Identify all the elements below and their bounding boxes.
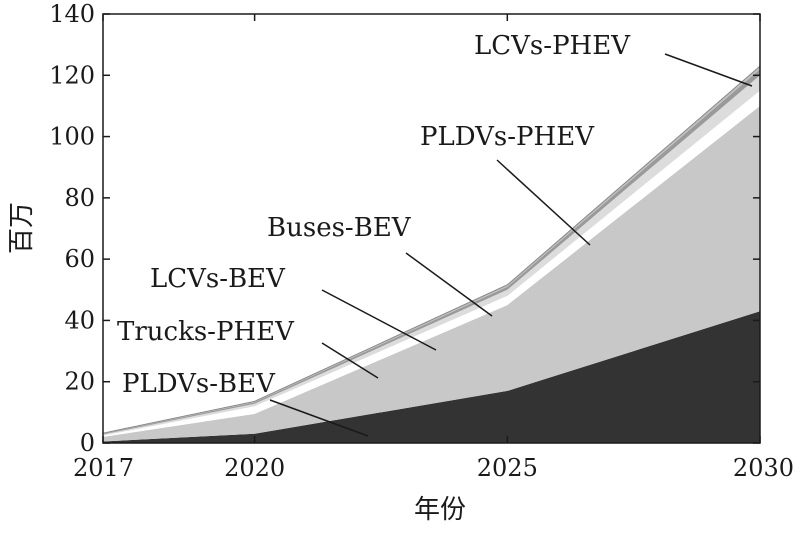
- area-trucks-phev: [103, 105, 760, 442]
- y-axis-title: 百万: [7, 202, 37, 254]
- y-tick-label: 100: [49, 123, 95, 151]
- leader-trucks-phev: [321, 342, 379, 379]
- label-lcvs-bev: LCVs-BEV: [150, 264, 286, 294]
- label-pldvs-phev: PLDVs-PHEV: [420, 122, 595, 152]
- leader-buses-bev: [405, 252, 493, 317]
- label-trucks-phev: Trucks-PHEV: [117, 317, 295, 347]
- x-tick-label: 2020: [224, 454, 285, 482]
- x-axis-title: 年份: [414, 495, 466, 525]
- x-tick-label: 2030: [733, 454, 794, 482]
- x-axis-ticks: 2017 2020 2025 2030: [73, 14, 794, 482]
- y-tick-label: 20: [64, 368, 95, 396]
- label-buses-bev: Buses-BEV: [267, 213, 412, 243]
- y-tick-label: 40: [64, 306, 95, 334]
- x-tick-label: 2025: [477, 454, 538, 482]
- label-pldvs-bev: PLDVs-BEV: [122, 369, 276, 399]
- series-areas: [102, 65, 761, 443]
- y-tick-label: 0: [80, 429, 95, 457]
- leader-pldvs-bev: [269, 399, 369, 437]
- y-tick-label: 80: [64, 184, 95, 212]
- x-tick-label: 2017: [73, 454, 134, 482]
- plot-frame: [102, 13, 761, 444]
- total-outline: [102, 65, 761, 434]
- y-tick-label: 60: [64, 245, 95, 273]
- y-axis-ticks: 0 20 40 60 80 100 120 140: [49, 0, 760, 457]
- plot-border: [102, 13, 761, 444]
- label-lcvs-phev: LCVs-PHEV: [474, 31, 631, 61]
- label-leader-lines: [269, 53, 753, 437]
- leader-lcvs-phev: [664, 53, 753, 87]
- y-tick-label: 140: [49, 0, 95, 28]
- leader-pldvs-phev: [496, 159, 591, 246]
- leader-lcvs-bev: [321, 289, 437, 351]
- area-pldvs-bev: [103, 311, 760, 443]
- series-labels: PLDVs-BEV Trucks-PHEV LCVs-BEV Buses-BEV PLD…: [117, 31, 631, 399]
- y-tick-label: 120: [49, 61, 95, 89]
